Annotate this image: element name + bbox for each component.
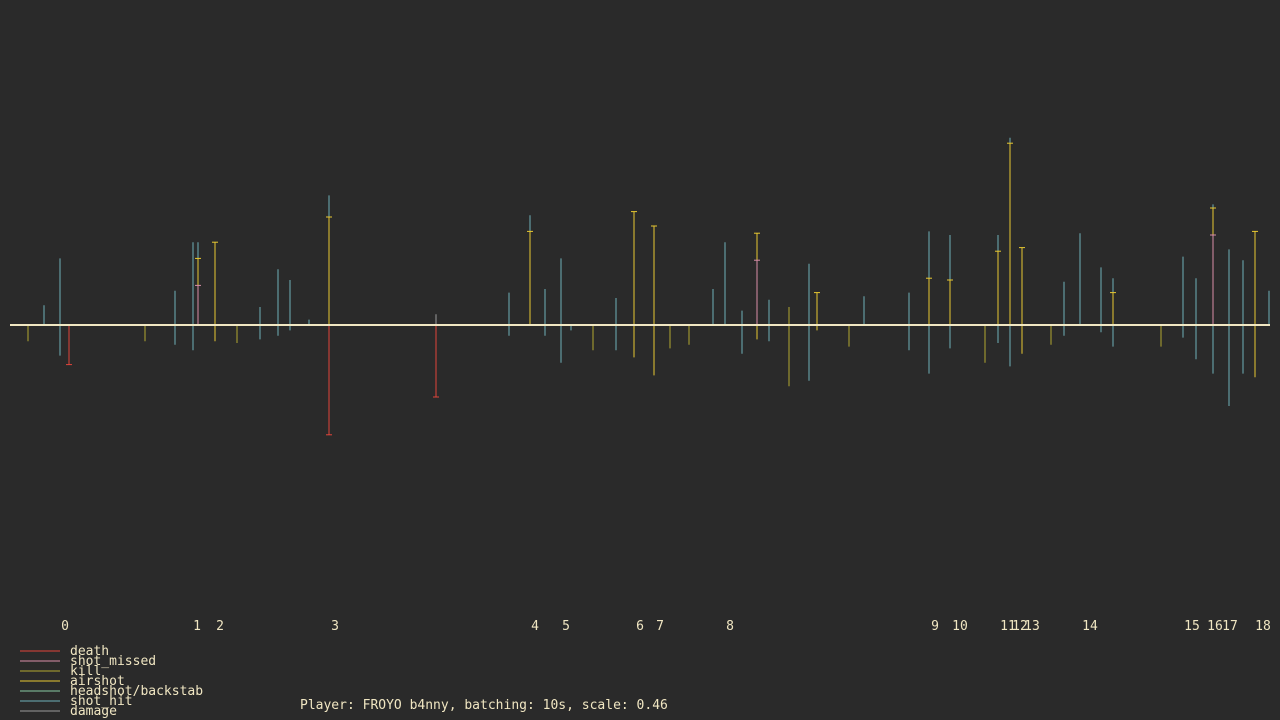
x-tick-label: 5 bbox=[562, 619, 570, 634]
footer-status: Player: FROYO b4nny, batching: 10s, scal… bbox=[300, 698, 668, 713]
bars-layer bbox=[27, 137, 1270, 436]
legend-label: shot_hit bbox=[70, 694, 133, 709]
x-tick-label: 18 bbox=[1255, 619, 1271, 634]
x-tick-label: 4 bbox=[531, 619, 539, 634]
x-tick-label: 6 bbox=[636, 619, 644, 634]
legend-label: airshot bbox=[70, 674, 125, 689]
x-tick-label: 1 bbox=[193, 619, 201, 634]
x-tick-label: 12 bbox=[1012, 619, 1028, 634]
legend-label: headshot/backstab bbox=[70, 684, 203, 699]
legend: deathshot_missedkillairshotheadshot/back… bbox=[20, 644, 203, 719]
x-tick-label: 13 bbox=[1024, 619, 1040, 634]
x-tick-label: 3 bbox=[331, 619, 339, 634]
x-tick-label: 2 bbox=[216, 619, 224, 634]
x-tick-label: 15 bbox=[1184, 619, 1200, 634]
x-tick-label: 10 bbox=[952, 619, 968, 634]
legend-label: kill bbox=[70, 664, 101, 679]
x-tick-label: 0 bbox=[61, 619, 69, 634]
legend-label: damage bbox=[70, 704, 117, 719]
x-tick-label: 7 bbox=[656, 619, 664, 634]
x-tick-label: 16 bbox=[1207, 619, 1223, 634]
legend-label: death bbox=[70, 644, 109, 659]
legend-label: shot_missed bbox=[70, 654, 156, 669]
x-tick-label: 17 bbox=[1222, 619, 1238, 634]
x-tick-label: 8 bbox=[726, 619, 734, 634]
x-tick-label: 14 bbox=[1082, 619, 1098, 634]
x-tick-label: 9 bbox=[931, 619, 939, 634]
x-tick-label: 11 bbox=[1000, 619, 1016, 634]
